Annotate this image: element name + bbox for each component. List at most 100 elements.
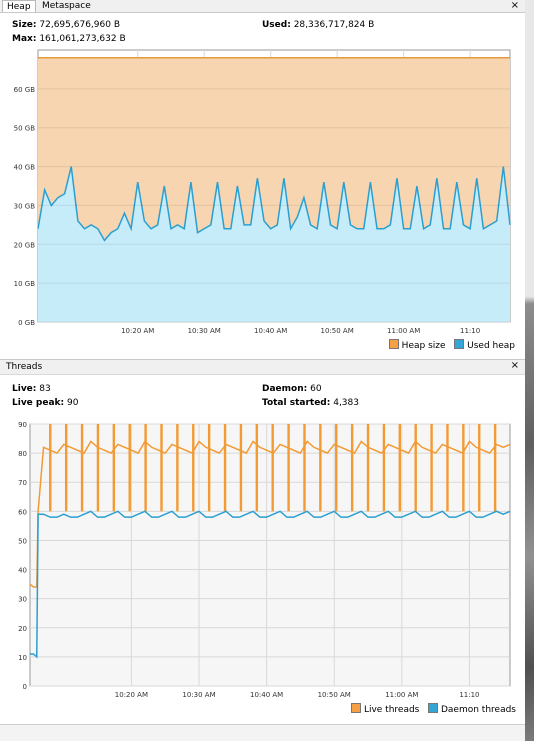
live-threads-spike	[493, 424, 497, 512]
y-tick-label: 50 GB	[14, 125, 36, 133]
x-tick-label: 10:50 AM	[318, 691, 351, 699]
live-threads-spike	[223, 424, 227, 512]
live-threads-spike	[128, 424, 131, 512]
heap-chart: 0 GB 10 GB 20 GB 30 GB 40 GB 50 GB 60 GB 10:20 …	[0, 46, 525, 338]
total-started-value: 4,383	[333, 398, 359, 408]
heap-panel: Heap Metaspace × Size: 72,695,676,960 B …	[0, 0, 525, 356]
heap-used-label: Used:	[262, 20, 291, 30]
daemon-value: 60	[310, 384, 322, 394]
heap-used-value: 28,336,717,824 B	[293, 20, 375, 30]
x-tick-label: 11:10	[459, 691, 479, 699]
live-threads-spike	[335, 424, 338, 512]
live-threads-spike	[446, 424, 449, 512]
legend-used-heap: Used heap	[454, 339, 515, 351]
live-threads-spike	[80, 424, 84, 512]
live-threads-spike	[350, 424, 354, 512]
total-started-label: Total started:	[262, 398, 331, 408]
live-threads-spike	[112, 424, 116, 512]
live-peak-value: 90	[67, 398, 79, 408]
daemon-threads-line	[30, 510, 511, 659]
legend-live-threads: Live threads	[350, 703, 422, 715]
tab-bar: Heap Metaspace ×	[0, 0, 525, 13]
x-tick-label: 10:40 AM	[250, 691, 283, 699]
x-tick-label: 10:20 AM	[121, 327, 154, 335]
heap-max-info: Max: 161,061,273,632 B	[12, 34, 126, 44]
heap-legend: Heap size Used heap	[388, 339, 515, 351]
live-threads-spike	[382, 424, 386, 512]
live-threads-spike	[398, 424, 402, 512]
y-tick-label: 10 GB	[14, 280, 36, 288]
heap-max-value: 161,061,273,632 B	[39, 34, 126, 44]
y-tick-label: 60 GB	[14, 86, 36, 94]
used-heap-line	[37, 166, 511, 242]
legend-daemon-threads: Daemon threads	[427, 703, 516, 715]
y-tick-label: 0 GB	[18, 319, 35, 327]
live-threads-spike	[303, 424, 306, 512]
live-threads-spike	[49, 424, 52, 512]
y-tick-label: 40	[18, 567, 27, 575]
live-peak-info: Live peak: 90	[12, 398, 78, 408]
y-tick-label: 90	[18, 421, 27, 429]
tab-metaspace[interactable]: Metaspace	[42, 1, 91, 11]
threads-chart: 0 10 20 30 40 50 60 70 80 90 10:20 AM 10:30 AM 10:40…	[0, 412, 525, 702]
daemon-threads-swatch	[427, 703, 438, 713]
live-threads-spike	[207, 424, 211, 512]
live-threads-spike	[176, 424, 179, 512]
used-heap-swatch	[454, 339, 465, 349]
y-tick-label: 50	[18, 537, 27, 545]
live-info: Live: 83	[12, 384, 51, 394]
y-tick-label: 30 GB	[14, 202, 36, 210]
threads-title-bar: Threads ×	[0, 359, 525, 375]
y-tick-label: 20 GB	[14, 241, 36, 249]
daemon-info: Daemon: 60	[262, 384, 322, 394]
live-threads-spike	[430, 424, 433, 512]
y-tick-label: 20	[18, 625, 27, 633]
y-tick-label: 80	[18, 450, 27, 458]
total-started-info: Total started: 4,383	[262, 398, 359, 408]
live-threads-spike	[319, 424, 322, 512]
status-bar	[0, 724, 525, 741]
heap-max-label: Max:	[12, 34, 37, 44]
live-threads-spike	[478, 424, 481, 512]
live-peak-label: Live peak:	[12, 398, 65, 408]
y-tick-label: 70	[18, 479, 27, 487]
x-tick-label: 10:30 AM	[182, 691, 215, 699]
live-threads-spike	[287, 424, 290, 512]
heap-size-value: 72,695,676,960 B	[39, 20, 120, 30]
heap-size-label: Size:	[12, 20, 37, 30]
live-threads-spike	[255, 424, 259, 512]
threads-title: Threads	[6, 362, 43, 372]
tab-heap[interactable]: Heap	[2, 0, 36, 12]
x-tick-label: 10:20 AM	[115, 691, 148, 699]
live-label: Live:	[12, 384, 37, 394]
live-value: 83	[39, 384, 51, 394]
close-threads-icon[interactable]: ×	[510, 360, 519, 371]
legend-heap-size: Heap size	[388, 339, 449, 351]
x-tick-label: 10:30 AM	[188, 327, 221, 335]
used-heap-area	[38, 166, 510, 322]
window-edge	[525, 0, 534, 741]
live-threads-spike	[462, 424, 465, 512]
x-tick-label: 11:00 AM	[385, 691, 418, 699]
plot-area	[29, 423, 511, 687]
x-tick-label: 10:50 AM	[321, 327, 354, 335]
heap-size-swatch	[388, 339, 399, 349]
live-threads-spike	[271, 424, 274, 512]
daemon-label: Daemon:	[262, 384, 308, 394]
live-threads-spike	[64, 424, 68, 512]
heap-size-info: Size: 72,695,676,960 B	[12, 20, 120, 30]
y-tick-label: 10	[18, 654, 27, 662]
close-heap-icon[interactable]: ×	[510, 0, 519, 11]
live-threads-spike	[160, 424, 163, 512]
x-tick-label: 11:10	[460, 327, 480, 335]
heap-used-info: Used: 28,336,717,824 B	[262, 20, 374, 30]
live-threads-swatch	[350, 703, 361, 713]
y-tick-label: 30	[18, 596, 27, 604]
live-threads-spike	[144, 424, 147, 512]
y-tick-label: 60	[18, 508, 27, 516]
threads-legend: Live threads Daemon threads	[350, 703, 516, 715]
live-threads-spike	[414, 424, 417, 512]
live-threads-spike	[366, 424, 370, 512]
x-tick-label: 11:00 AM	[387, 327, 420, 335]
live-threads-spike	[192, 424, 195, 512]
